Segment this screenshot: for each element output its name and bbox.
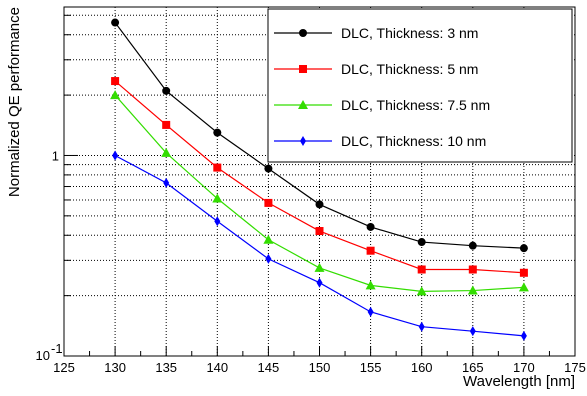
data-point-square: [366, 246, 375, 255]
y-tick-exponent: -1: [51, 341, 63, 356]
data-point-diamond: [300, 136, 306, 146]
y-axis-title: Normalized QE performance: [6, 7, 23, 197]
data-point-triangle: [467, 285, 478, 295]
data-point-triangle: [110, 90, 121, 100]
series-group: [111, 77, 528, 277]
x-axis-title: Wavelength [nm]: [463, 373, 575, 390]
legend-label: DLC, Thickness: 7.5 nm: [341, 97, 490, 113]
series-group: [112, 150, 527, 341]
data-point-triangle: [161, 147, 172, 157]
data-point-triangle: [416, 286, 427, 296]
data-point-diamond: [214, 216, 221, 227]
x-tick-label: 130: [104, 360, 126, 375]
data-point-circle: [519, 244, 528, 253]
data-point-diamond: [520, 330, 527, 341]
x-tick-label: 160: [411, 360, 433, 375]
data-point-diamond: [163, 177, 170, 188]
data-point-diamond: [469, 326, 476, 337]
x-tick-label: 175: [564, 360, 586, 375]
x-tick-label: 125: [53, 360, 75, 375]
data-point-circle: [162, 86, 171, 95]
x-tick-label: 140: [206, 360, 228, 375]
data-point-square: [111, 77, 120, 86]
data-point-circle: [315, 200, 324, 209]
data-point-triangle: [518, 282, 529, 292]
data-point-triangle: [212, 193, 223, 203]
data-point-square: [299, 65, 307, 73]
data-point-triangle: [298, 100, 308, 109]
x-tick-label: 155: [360, 360, 382, 375]
series-line: [114, 154, 524, 337]
data-point-circle: [417, 238, 426, 247]
series-layer: [110, 18, 529, 341]
x-tick-label: 135: [155, 360, 177, 375]
data-point-square: [213, 163, 222, 172]
data-point-diamond: [367, 306, 374, 317]
legend-label: DLC, Thickness: 3 nm: [341, 25, 478, 41]
data-point-square: [468, 265, 477, 274]
legend-label: DLC, Thickness: 5 nm: [341, 61, 478, 77]
data-point-circle: [111, 18, 120, 27]
data-point-diamond: [418, 321, 425, 332]
data-point-circle: [213, 128, 222, 137]
y-tick-label: 10: [36, 348, 50, 363]
x-tick-label: 170: [513, 360, 535, 375]
data-point-diamond: [316, 277, 323, 288]
x-tick-label: 150: [309, 360, 331, 375]
data-point-circle: [366, 222, 375, 231]
data-point-triangle: [263, 234, 274, 244]
legend: DLC, Thickness: 3 nm DLC, Thickness: 5 nm…: [267, 8, 573, 163]
data-point-circle: [299, 29, 307, 37]
legend-box: [267, 8, 573, 163]
y-tick-label: 1: [52, 148, 59, 163]
legend-label: DLC, Thickness: 10 nm: [341, 133, 486, 149]
data-point-triangle: [314, 262, 325, 272]
x-tick-label: 165: [462, 360, 484, 375]
data-point-circle: [264, 164, 273, 173]
axis-ticks: 125 130 135 140 145 150 155 160 165 170 175 10 -1 1: [36, 14, 586, 375]
data-point-square: [519, 268, 528, 277]
data-point-triangle: [365, 280, 376, 290]
data-point-diamond: [265, 253, 272, 264]
data-point-square: [315, 227, 324, 236]
series-group: [111, 18, 528, 253]
data-point-square: [417, 265, 426, 274]
x-tick-label: 145: [258, 360, 280, 375]
data-point-diamond: [112, 150, 119, 161]
data-point-square: [162, 120, 171, 129]
series-group: [110, 90, 529, 296]
data-point-circle: [468, 241, 477, 250]
data-point-square: [264, 198, 273, 207]
